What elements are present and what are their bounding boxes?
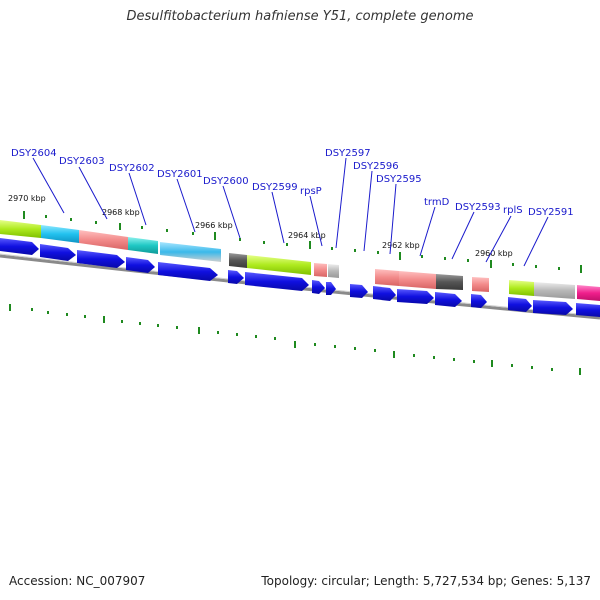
feature-block [472,277,489,292]
cds-arrow [373,286,396,301]
kbp-label: 2966 kbp [195,221,233,230]
kbp-label: 2960 kbp [475,249,513,258]
gene-label-dsy2600: DSY2600 [203,176,249,187]
feature-block [399,271,436,289]
feature-block [79,230,128,250]
leader-line [451,211,475,260]
cds-arrow [245,272,309,291]
cds-arrow [508,297,532,312]
leader-line [271,191,285,244]
feature-block [436,274,463,290]
cds-arrow [0,238,39,255]
lower-ticks [9,304,581,375]
cds-arrow [533,300,573,315]
kbp-label: 2970 kbp [8,194,46,203]
leader-line [485,215,512,263]
gene-label-dsy2602: DSY2602 [109,163,155,174]
cds-arrow [77,250,125,268]
gene-label-dsy2597: DSY2597 [325,148,371,159]
leader-line [363,170,373,252]
leader-line [222,185,241,239]
feature-block [314,263,327,277]
accession-text: Accession: NC_007907 [9,574,146,588]
feature-block [0,220,41,238]
feature-block [534,282,575,299]
feature-block [375,269,399,286]
leader-line [78,166,108,220]
gene-label-rpsp: rpsP [300,186,322,197]
cds-arrow [126,257,155,273]
map-title: Desulfitobacterium hafniense Y51, comple… [126,9,474,24]
leader-line [419,206,436,257]
label-leaders [32,157,549,267]
cds-arrow [397,289,434,304]
cds-arrow [228,270,244,284]
leader-line [389,183,397,255]
cds-arrow [158,262,218,281]
leader-line [128,172,147,226]
leader-line [335,157,347,249]
cds-arrow [350,284,368,298]
feature-track [0,220,600,301]
kbp-labels: 2970 kbp 2968 kbp 2966 kbp 2964 kbp 2962… [8,194,513,258]
feature-block [41,225,79,243]
feature-block [229,253,247,268]
gene-label-dsy2604: DSY2604 [11,148,57,159]
cds-arrow [471,294,487,308]
gene-label-rpls: rplS [503,205,523,216]
feature-block [247,255,311,275]
cds-arrow [312,280,325,294]
upper-ticks [23,211,582,273]
leader-line [523,216,549,267]
gene-label-dsy2599: DSY2599 [252,182,298,193]
feature-block [577,285,600,301]
gene-label-dsy2595: DSY2595 [376,174,422,185]
topology-text: Topology: circular; Length: 5,727,534 bp… [261,574,591,588]
leader-line [309,195,323,247]
kbp-label: 2962 kbp [382,241,420,250]
feature-block [128,237,158,254]
feature-block [160,242,221,262]
gene-label-dsy2591: DSY2591 [528,207,574,218]
cds-arrow [326,282,336,295]
gene-label-trmd: trmD [424,197,450,208]
kbp-label: 2964 kbp [288,231,326,240]
gene-label-dsy2601: DSY2601 [157,169,203,180]
feature-block [509,280,534,296]
kbp-label: 2968 kbp [102,208,140,217]
feature-block [328,264,339,278]
gene-label-dsy2596: DSY2596 [353,161,399,172]
gene-labels: DSY2604 DSY2603 DSY2602 DSY2601 DSY2600 … [11,148,574,218]
gene-label-dsy2603: DSY2603 [59,156,105,167]
gene-label-dsy2593: DSY2593 [455,202,501,213]
leader-line [32,157,65,214]
cds-arrow [576,303,600,317]
cds-arrow [435,292,462,307]
cds-arrow [40,244,76,261]
leader-line [176,178,196,233]
cds-track [0,238,600,317]
